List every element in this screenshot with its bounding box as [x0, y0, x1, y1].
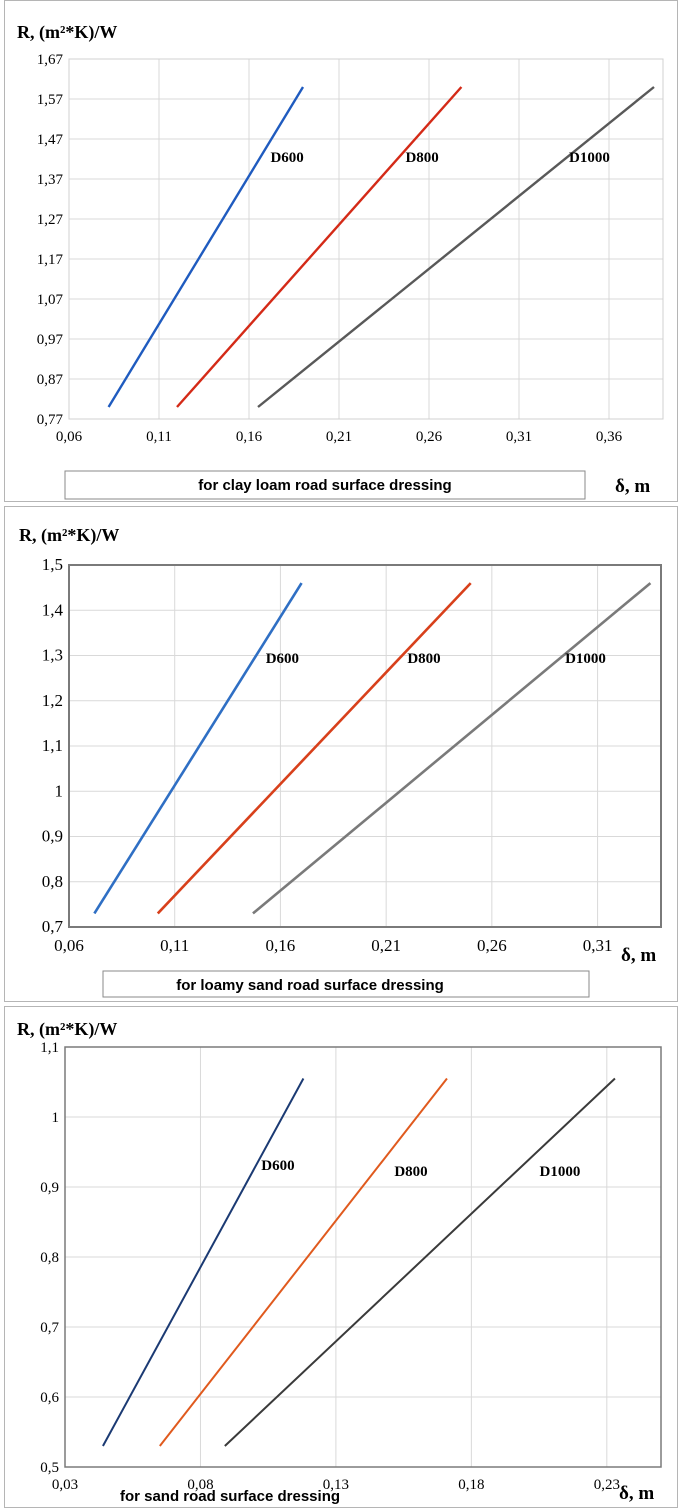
x-tick-label: 0,26	[477, 936, 507, 955]
series-line-d800	[176, 86, 463, 408]
series-line-d800	[159, 1077, 448, 1447]
series-label-d1000: D1000	[565, 651, 606, 667]
x-tick-label: 0,16	[236, 429, 263, 445]
x-tick-label: 0,11	[160, 936, 189, 955]
y-tick-label: 0,8	[42, 872, 63, 891]
plot-frame	[64, 1046, 662, 1468]
y-tick-label: 1,27	[37, 212, 64, 228]
y-tick-label: 1,37	[37, 172, 64, 188]
series-label-d1000: D1000	[569, 150, 610, 166]
x-tick-label: 0,11	[146, 429, 172, 445]
x-tick-label: 0,26	[416, 429, 443, 445]
series-label-d800: D800	[407, 651, 440, 667]
x-tick-label: 0,06	[56, 429, 83, 445]
y-axis-label: R, (m²*K)/W	[17, 1019, 117, 1040]
series-line-d1000	[257, 86, 655, 408]
caption-box	[64, 470, 586, 500]
x-tick-label: 0,06	[54, 936, 84, 955]
chart-panel-clay-loam: R, (m²*K)/W 0,77 0,87 0,97 1,07 1,17 1,27 1,37…	[4, 0, 678, 502]
series-label-d800: D800	[394, 1164, 427, 1180]
series-line-d600	[107, 86, 305, 408]
y-tick-label: 1,1	[40, 1040, 59, 1056]
y-tick-label: 1,67	[37, 52, 64, 68]
chart-clay-loam: R, (m²*K)/W 0,77 0,87 0,97 1,07 1,17 1,27 1,37…	[17, 22, 664, 500]
y-tick-label: 0,7	[42, 917, 64, 936]
chart-loamy-sand: R, (m²*K)/W 0,7 0,8 0,9 1 1,1 1,2 1,3 1,4 1,5 0,0…	[19, 525, 662, 998]
y-tick-label: 1,57	[37, 92, 64, 108]
x-tick-label: 0,31	[583, 936, 613, 955]
x-tick-label: 0,16	[266, 936, 296, 955]
x-axis-label: δ, m	[615, 476, 650, 497]
series-line-d800	[156, 582, 472, 915]
series-line-d1000	[252, 582, 652, 915]
chart-caption: for clay loam road surface dressing	[198, 477, 451, 494]
y-tick-label: 0,7	[40, 1320, 59, 1336]
y-tick-label: 0,5	[40, 1460, 59, 1476]
caption-box	[102, 970, 590, 998]
chart-plot-area: 0,77 0,87 0,97 1,07 1,17 1,27 1,37 1,47 1,57 1,67…	[37, 52, 664, 445]
y-axis-label: R, (m²*K)/W	[19, 525, 119, 546]
x-tick-label: 0,21	[371, 936, 401, 955]
y-tick-label: 0,87	[37, 372, 64, 388]
y-tick-label: 1,17	[37, 252, 64, 268]
y-tick-label: 1,5	[42, 555, 63, 574]
chart-panel-sand: R, (m²*K)/W 0,5 0,6 0,7 0,8 0,9 1 1,1 0,03 0,08 0…	[4, 1006, 678, 1508]
series-label-d600: D600	[266, 651, 299, 667]
x-tick-label: 0,08	[187, 1477, 213, 1493]
y-tick-label: 1	[52, 1110, 60, 1126]
x-tick-label: 0,23	[594, 1477, 620, 1493]
y-tick-label: 0,97	[37, 332, 64, 348]
x-tick-label: 0,13	[323, 1477, 349, 1493]
series-line-d1000	[224, 1077, 616, 1447]
y-tick-label: 0,8	[40, 1250, 59, 1266]
y-tick-label: 1	[55, 781, 64, 800]
plot-frame	[68, 564, 662, 928]
plot-frame	[68, 58, 664, 420]
series-label-d1000: D1000	[540, 1164, 581, 1180]
chart-plot-area: 0,7 0,8 0,9 1 1,1 1,2 1,3 1,4 1,5 0,06 0,11 0,16 0,2…	[42, 555, 662, 955]
y-tick-label: 0,6	[40, 1390, 59, 1406]
x-axis-label: δ, m	[619, 1483, 654, 1504]
x-tick-label: 0,18	[458, 1477, 484, 1493]
chart-sand: R, (m²*K)/W 0,50,60,70,80,911,10,03 0,08 0…	[17, 1019, 662, 1505]
series-label-d600: D600	[261, 1158, 294, 1174]
chart-plot-area: 0,5 0,6 0,7 0,8 0,9 1 1,1 0,03 0,08 0,13 0,18 0,23 D…	[40, 1040, 662, 1493]
x-axis-label: δ, m	[621, 945, 656, 966]
y-tick-label: 0,9	[42, 827, 63, 846]
x-tick-label: 0,31	[506, 429, 532, 445]
y-axis-label: R, (m²*K)/W	[17, 22, 117, 43]
series-line-d600	[102, 1078, 305, 1447]
y-tick-label: 0,77	[37, 412, 64, 428]
chart-panel-loamy-sand: R, (m²*K)/W 0,7 0,8 0,9 1 1,1 1,2 1,3 1,4 1,5 0,0…	[4, 506, 678, 1002]
y-tick-label: 1,07	[37, 292, 64, 308]
y-tick-label: 0,9	[40, 1180, 59, 1196]
chart-caption: for sand road surface dressing	[120, 1488, 340, 1505]
chart-caption: for loamy sand road surface dressing	[176, 977, 444, 994]
y-tick-label: 1,1	[42, 736, 63, 755]
series-line-d600	[93, 582, 303, 915]
y-tick-label: 1,3	[42, 646, 63, 665]
x-tick-label: 0,21	[326, 429, 352, 445]
y-tick-label: 1,2	[42, 691, 63, 710]
x-tick-label: 0,36	[596, 429, 623, 445]
series-label-d600: D600	[270, 150, 303, 166]
y-tick-label: 1,4	[42, 600, 64, 619]
y-tick-label: 1,47	[37, 132, 64, 148]
x-tick-label: 0,03	[52, 1477, 78, 1493]
series-label-d800: D800	[405, 150, 438, 166]
